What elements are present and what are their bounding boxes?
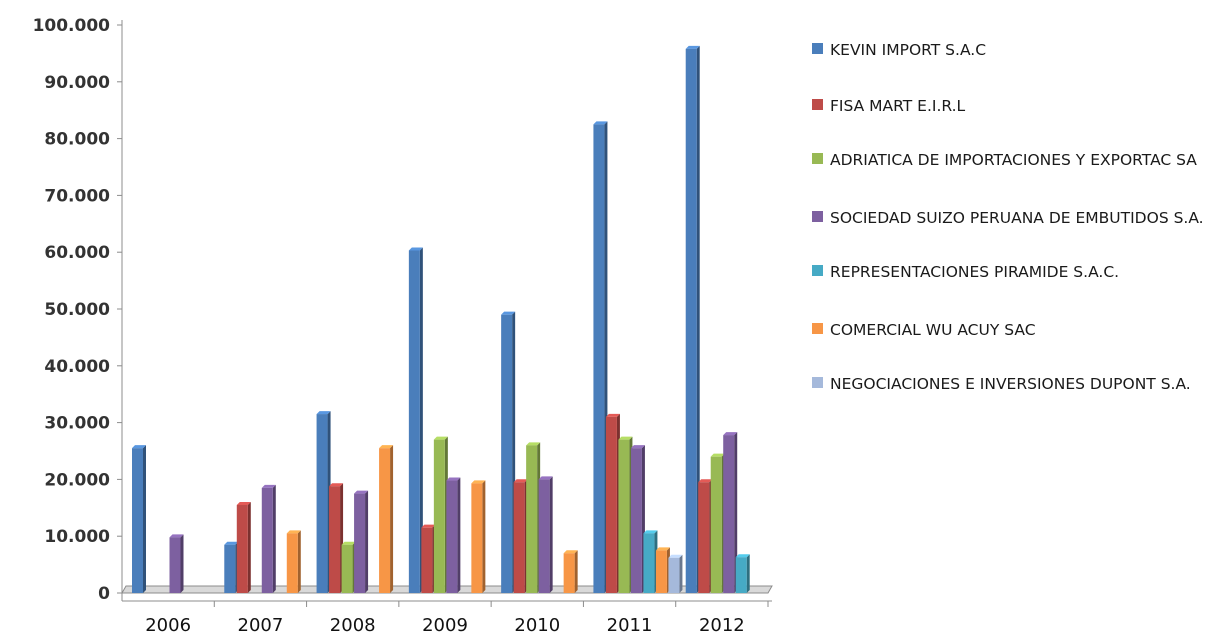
bar: [236, 501, 251, 593]
legend-item: SOCIEDAD SUIZO PERUANA DE EMBUTIDOS S.A.: [812, 206, 1204, 230]
legend-swatch: [812, 211, 823, 222]
bar: [316, 411, 331, 593]
bar: [261, 484, 276, 593]
bar: [224, 541, 239, 593]
legend-swatch: [812, 323, 823, 334]
x-tick-label: 2010: [514, 615, 560, 635]
bar: [341, 541, 356, 593]
bar: [526, 442, 541, 593]
x-tick-label: 2006: [145, 615, 191, 635]
bar: [538, 476, 553, 593]
y-tick-label: 70.000: [44, 186, 110, 206]
bar: [132, 445, 146, 593]
bar: [710, 453, 725, 593]
legend-item: FISA MART E.I.R.L: [812, 94, 965, 118]
legend-label: SOCIEDAD SUIZO PERUANA DE EMBUTIDOS S.A.: [830, 209, 1204, 227]
legend-label: NEGOCIACIONES E INVERSIONES DUPONT S.A.: [830, 375, 1191, 393]
legend-item: REPRESENTACIONES PIRAMIDE S.A.C.: [812, 260, 1119, 284]
y-tick-label: 0: [98, 584, 110, 604]
legend-label: ADRIATICA DE IMPORTACIONES Y EXPORTAC SA: [830, 151, 1197, 169]
bar: [433, 436, 448, 593]
y-tick-label: 30.000: [44, 414, 110, 434]
bar: [655, 547, 670, 593]
bar: [408, 247, 423, 593]
bar: [421, 524, 436, 593]
legend-item: COMERCIAL WU ACUY SAC: [812, 318, 1036, 342]
y-tick-label: 10.000: [44, 527, 110, 547]
legend-label: COMERCIAL WU ACUY SAC: [830, 321, 1036, 339]
bar: [593, 121, 608, 594]
y-tick-label: 60.000: [44, 243, 110, 263]
bar: [735, 554, 750, 593]
y-tick-label: 50.000: [44, 300, 110, 320]
labels-layer: 0 10.000 20.000 30.000 40.000 50.000 60.000 70.…: [33, 16, 745, 635]
legend-swatch: [812, 43, 823, 54]
bar: [471, 480, 486, 593]
bar: [643, 530, 658, 593]
x-tick-label: 2011: [607, 615, 653, 635]
x-tick-label: 2009: [422, 615, 468, 635]
bar: [169, 534, 184, 593]
x-tick-label: 2008: [330, 615, 376, 635]
bar: [501, 311, 516, 593]
bar: [286, 530, 301, 593]
bar: [605, 413, 620, 593]
bar: [513, 479, 528, 593]
y-tick-label: 80.000: [44, 130, 110, 150]
legend-label: KEVIN IMPORT S.A.C: [830, 41, 987, 59]
bar: [563, 550, 578, 593]
bar: [630, 445, 645, 593]
bar: [618, 436, 633, 593]
bar: [723, 432, 738, 593]
bars-layer: [132, 45, 750, 594]
legend-swatch: [812, 265, 823, 276]
y-tick-label: 20.000: [44, 470, 110, 490]
y-tick-label: 40.000: [44, 357, 110, 377]
y-tick-label: 100.000: [33, 16, 111, 36]
legend-swatch: [812, 153, 823, 164]
legend-swatch: [812, 377, 823, 388]
legend-item: NEGOCIACIONES E INVERSIONES DUPONT S.A.: [812, 372, 1191, 396]
bar: [329, 483, 344, 593]
bar: [698, 479, 713, 593]
bar: [668, 554, 683, 593]
y-tick-label: 90.000: [44, 73, 110, 93]
x-tick-label: 2012: [699, 615, 745, 635]
legend-swatch: [812, 99, 823, 110]
bar: [446, 477, 461, 593]
legend-label: REPRESENTACIONES PIRAMIDE S.A.C.: [830, 263, 1120, 281]
legend-label: FISA MART E.I.R.L: [830, 97, 966, 115]
legend-item: ADRIATICA DE IMPORTACIONES Y EXPORTAC SA: [812, 148, 1197, 172]
bar: [379, 445, 394, 593]
x-tick-label: 2007: [238, 615, 284, 635]
bar: [354, 490, 369, 593]
bar: [685, 45, 700, 593]
legend-item: KEVIN IMPORT S.A.C: [812, 38, 986, 62]
